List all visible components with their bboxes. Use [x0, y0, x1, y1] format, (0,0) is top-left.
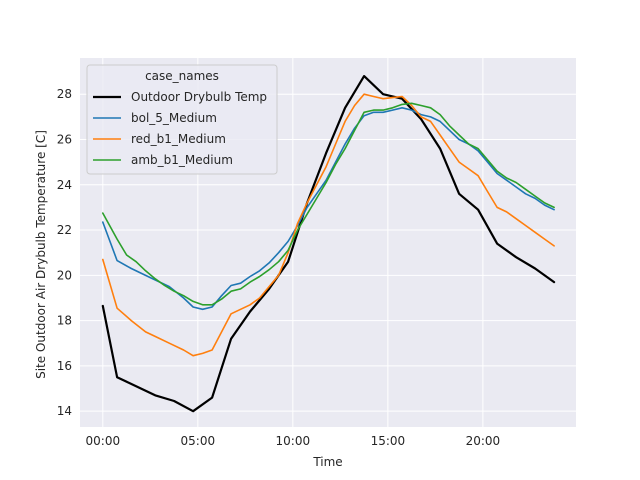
x-axis: 00:00 05:00 10:00 15:00 20:00: [86, 434, 501, 448]
y-tick-label: 16: [57, 359, 72, 373]
legend-label: amb_b1_Medium: [131, 153, 233, 167]
x-axis-label: Time: [312, 455, 342, 469]
series-line-bol-5-medium: [102, 107, 555, 311]
legend-items: Outdoor Drybulb Temp bol_5_Medium red_b1_M…: [93, 90, 267, 167]
series-group: [101, 75, 556, 413]
legend-label: red_b1_Medium: [131, 132, 226, 146]
series-line-outdoor-drybulb-temp: [101, 75, 556, 413]
y-tick-label: 18: [57, 314, 72, 328]
y-tick-label: 20: [57, 268, 72, 282]
y-axis: 14 16 18 20 22 24 26 28: [57, 87, 72, 418]
legend-label: Outdoor Drybulb Temp: [131, 90, 267, 104]
series-line-red-b1-medium: [102, 93, 555, 357]
x-tick-label: 20:00: [466, 434, 501, 448]
grid: [80, 58, 576, 427]
series-line-amb-b1-medium: [102, 102, 555, 306]
y-axis-label: Site Outdoor Air Drybulb Temperature [C]: [34, 130, 48, 379]
y-tick-label: 26: [57, 132, 72, 146]
legend-label: bol_5_Medium: [131, 111, 217, 125]
legend: case_names Outdoor Drybulb Temp bol_5_Med…: [86, 64, 278, 175]
y-tick-label: 24: [57, 178, 72, 192]
legend-title: case_names: [145, 69, 219, 83]
y-tick-label: 14: [57, 404, 72, 418]
x-tick-label: 00:00: [86, 434, 121, 448]
legend-box: [86, 64, 278, 175]
x-tick-label: 10:00: [276, 434, 311, 448]
x-tick-label: 05:00: [181, 434, 216, 448]
y-tick-label: 28: [57, 87, 72, 101]
y-tick-label: 22: [57, 223, 72, 237]
x-tick-label: 15:00: [371, 434, 406, 448]
